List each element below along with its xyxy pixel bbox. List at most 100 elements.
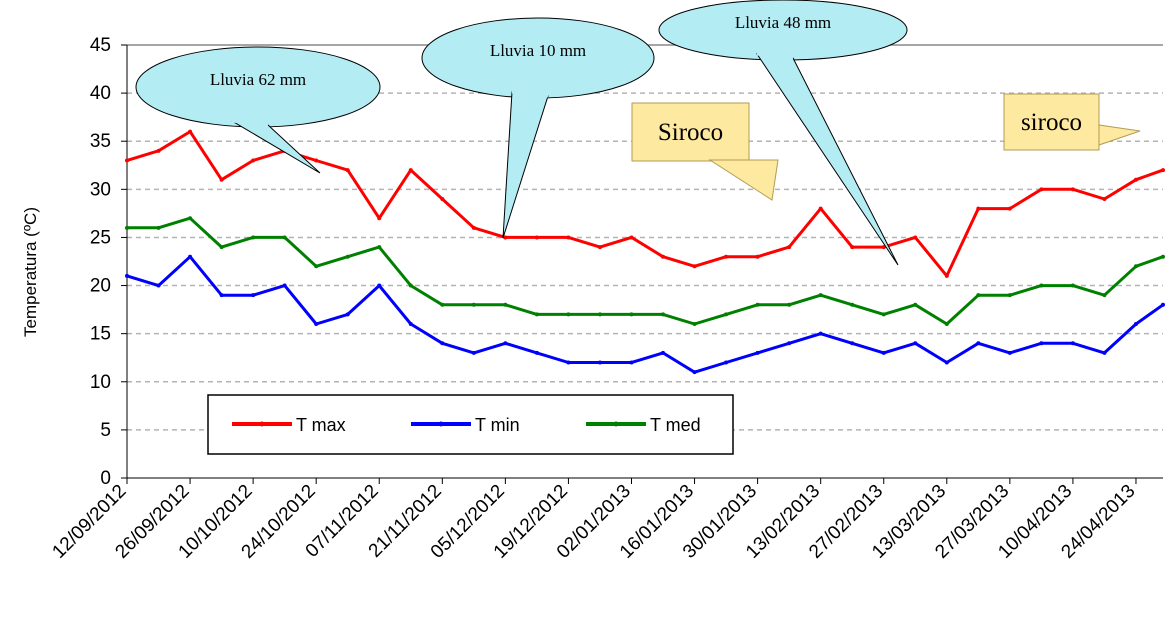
y-tick-label: 30 [90,179,111,200]
data-point [597,245,602,250]
callout-joint [756,52,794,60]
data-point [156,225,161,230]
data-point [125,158,129,163]
data-point [881,350,886,355]
data-point [724,360,729,365]
series-line-t-min [126,255,1164,374]
data-point [188,216,193,221]
data-point [1161,168,1165,173]
data-point [566,235,571,240]
data-point [125,225,129,230]
data-point [881,312,886,317]
data-point [503,302,508,307]
data-point [566,312,571,317]
callout-text: Siroco [658,119,723,146]
data-point [534,312,539,317]
data-point [219,177,224,182]
legend-label: T med [650,415,701,435]
y-tick-label: 5 [100,420,111,441]
data-point [345,312,350,317]
data-point [692,322,697,327]
legend-marker [259,421,265,427]
data-point [125,273,129,278]
data-point [1102,293,1107,298]
data-point [314,158,319,163]
data-point [1070,283,1075,288]
data-point [881,245,886,250]
data-point [1039,283,1044,288]
data-point [282,283,287,288]
data-point [345,254,350,259]
data-point [219,293,224,298]
data-point [251,293,256,298]
data-point [282,235,287,240]
y-tick-label: 25 [90,227,111,248]
data-point [1007,206,1012,211]
callout-rect [1003,93,1100,151]
data-point [1039,187,1044,192]
callout-joint [511,90,549,98]
data-point [440,196,445,201]
data-point [913,341,918,346]
data-point [913,302,918,307]
data-point [787,341,792,346]
y-axis-label: Temperatura (ºC) [21,207,40,337]
y-tick-label: 35 [90,131,111,152]
callout-pointer [502,91,549,239]
data-point [944,273,949,278]
data-point [1133,177,1138,182]
data-point [440,302,445,307]
data-point [188,129,193,134]
callout-rect [631,102,750,162]
data-point [597,360,602,365]
data-point [440,341,445,346]
data-point [503,341,508,346]
callout-box: siroco [1003,93,1141,151]
callout-text: Lluvia 62 mm [210,70,306,89]
annotations: Lluvia 62 mm Lluvia 10 mm Lluvia 48 mm Siro… [135,0,1141,266]
data-point [377,216,382,221]
data-point [251,235,256,240]
data-point [976,341,981,346]
data-point [755,254,760,259]
data-point [471,302,476,307]
legend: T max T min T med [207,394,734,455]
legend-label: T max [296,415,346,435]
data-point [345,168,350,173]
data-point [566,360,571,365]
callout-bubble: Lluvia 62 mm [135,46,381,174]
data-point [787,245,792,250]
data-point [1070,187,1075,192]
data-point [156,283,161,288]
data-point [188,254,193,259]
y-tick-label: 20 [90,276,111,297]
data-point [818,206,823,211]
data-point [377,283,382,288]
data-point [408,283,413,288]
data-point [156,148,161,153]
callout-pointer [708,159,779,201]
y-tick-label: 0 [100,468,111,489]
data-point [1102,350,1107,355]
data-point [503,235,508,240]
y-axis-ticks: 0 5 10 15 20 25 30 35 40 45 [90,35,127,489]
data-point [661,254,666,259]
series-lines [125,129,1165,375]
callout-text: Lluvia 48 mm [735,13,831,32]
data-point [408,168,413,173]
data-point [818,331,823,336]
data-point [377,245,382,250]
y-tick-label: 10 [90,372,111,393]
data-point [1133,264,1138,269]
callout-box: Siroco [631,102,779,201]
legend-marker [613,421,619,427]
y-tick-label: 15 [90,324,111,345]
data-point [692,264,697,269]
data-point [755,302,760,307]
data-point [314,322,319,327]
data-point [1007,350,1012,355]
data-point [850,302,855,307]
data-point [251,158,256,163]
data-point [755,350,760,355]
data-point [913,235,918,240]
